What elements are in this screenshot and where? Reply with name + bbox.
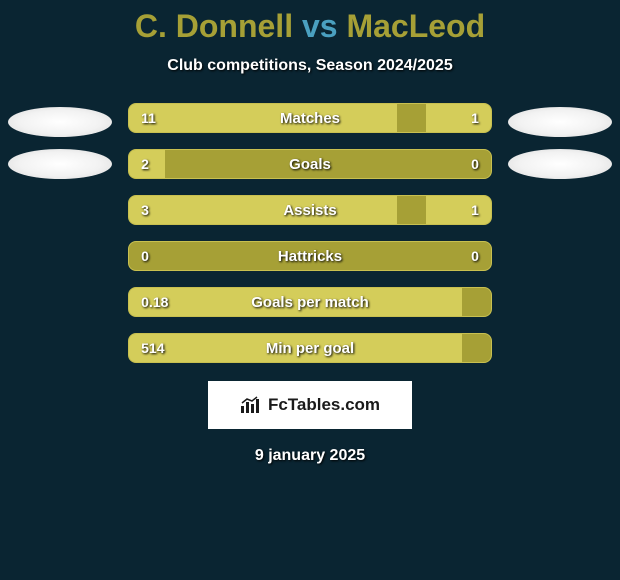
stat-bars: 111Matches20Goals31Assists00Hattricks0.1…: [128, 103, 492, 363]
player1-avatar-body: [8, 149, 112, 179]
player1-avatar-column: [6, 103, 114, 179]
stat-bar-left-fill: [129, 334, 462, 362]
date-text: 9 january 2025: [0, 447, 620, 465]
stat-bar-left-fill: [129, 288, 462, 316]
player1-name: C. Donnell: [135, 8, 293, 44]
stat-bar: 111Matches: [128, 103, 492, 133]
chart-icon: [240, 396, 262, 414]
player2-avatar-column: [506, 103, 614, 179]
stat-label: Hattricks: [129, 242, 491, 270]
comparison-card: C. Donnell vs MacLeod Club competitions,…: [0, 0, 620, 465]
stat-bar: 514Min per goal: [128, 333, 492, 363]
stat-bar: 0.18Goals per match: [128, 287, 492, 317]
stat-bar: 31Assists: [128, 195, 492, 225]
stat-value-left: 0: [141, 242, 149, 270]
stat-bar-left-fill: [129, 196, 397, 224]
stat-bar-left-fill: [129, 104, 397, 132]
stat-bar: 0 0Hattricks: [128, 241, 492, 271]
subtitle: Club competitions, Season 2024/2025: [0, 57, 620, 75]
player2-avatar-head: [508, 107, 612, 137]
stat-bar: 20Goals: [128, 149, 492, 179]
page-title: C. Donnell vs MacLeod: [0, 8, 620, 45]
stat-bar-right-fill: [426, 104, 491, 132]
player2-avatar-body: [508, 149, 612, 179]
branding-text: FcTables.com: [268, 395, 380, 415]
player1-avatar-head: [8, 107, 112, 137]
branding-badge[interactable]: FcTables.com: [208, 381, 412, 429]
stat-bar-right-fill: [426, 196, 491, 224]
stat-value-right: 0: [471, 150, 479, 178]
stat-label: Goals: [129, 150, 491, 178]
stat-bar-left-fill: [129, 150, 165, 178]
player2-name: MacLeod: [346, 8, 485, 44]
stat-value-right: 0: [471, 242, 479, 270]
vs-text: vs: [302, 8, 338, 44]
stats-area: 111Matches20Goals31Assists00Hattricks0.1…: [0, 103, 620, 363]
